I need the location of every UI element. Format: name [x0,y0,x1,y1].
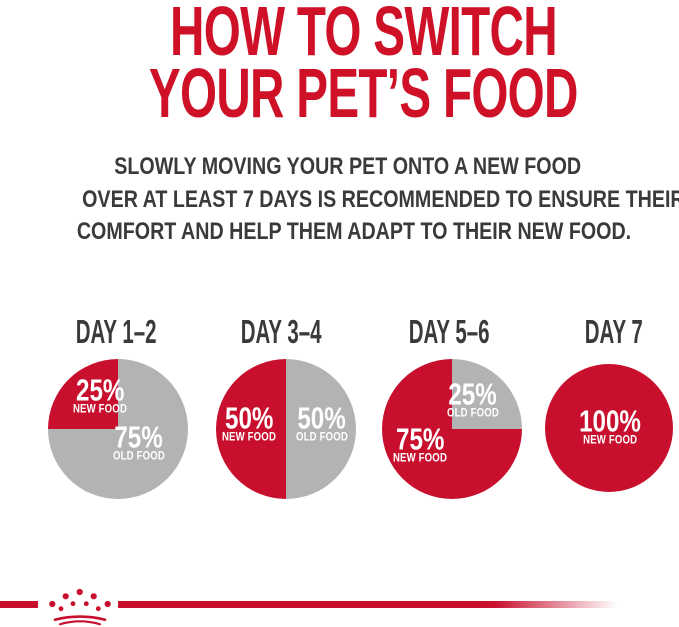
pie-chart-day-1-2: 25% NEW FOOD 75% OLD FOOD [48,359,188,499]
slice-name: NEW FOOD [72,401,128,416]
slice-label-new-food: 50% NEW FOOD [215,400,283,444]
slice-name: NEW FOOD [221,429,277,444]
subtitle-line1: SLOWLY MOVING YOUR PET ONTO A NEW FOOD [114,153,581,180]
day-label-7: DAY 7 [584,313,644,350]
slice-label-new-food: 100% NEW FOOD [570,403,649,447]
slice-name: OLD FOOD [447,405,499,420]
day-label-1-2: DAY 1–2 [75,313,157,350]
slice-label-old-food: 25% OLD FOOD [441,376,506,420]
page-title-line1: HOW TO SWITCH [170,0,558,70]
page-subtitle: SLOWLY MOVING YOUR PET ONTO A NEW FOOD O… [0,151,679,249]
slice-percent: 50% [297,400,347,436]
pie-chart-day-5-6: 25% OLD FOOD 75% NEW FOOD [382,359,522,499]
slice-label-new-food: 75% NEW FOOD [386,421,454,465]
footer-rule-right [118,601,679,608]
slice-label-old-food: 75% OLD FOOD [107,419,172,463]
day-label-5-6: DAY 5–6 [408,313,490,350]
day-label-3-4: DAY 3–4 [240,313,322,350]
slice-name: NEW FOOD [392,450,448,465]
page-title-line2: YOUR PET’S FOOD [149,54,579,132]
pie-chart-day-7: 100% NEW FOOD [545,364,673,492]
slice-percent: 25% [448,376,498,412]
slice-name: NEW FOOD [582,432,638,447]
subtitle-line2: OVER AT LEAST 7 DAYS IS RECOMMENDED TO E… [82,185,679,213]
slice-name: OLD FOOD [113,448,165,463]
slice-percent: 50% [224,400,274,436]
slice-percent: 75% [114,419,164,455]
royal-canin-crown-icon [49,588,111,626]
slice-label-new-food: 25% NEW FOOD [66,372,134,416]
slice-label-old-food: 50% OLD FOOD [290,400,355,444]
footer-rule-left [0,601,38,608]
subtitle-line3: COMFORT AND HELP THEM ADAPT TO THEIR NEW… [76,218,632,245]
slice-percent: 25% [75,372,125,408]
slice-percent: 100% [579,403,641,439]
slice-percent: 75% [395,421,445,457]
pie-chart-day-3-4: 50% NEW FOOD 50% OLD FOOD [216,359,356,499]
slice-name: OLD FOOD [296,429,348,444]
page-title: HOW TO SWITCH YOUR PET’S FOOD [0,0,679,132]
